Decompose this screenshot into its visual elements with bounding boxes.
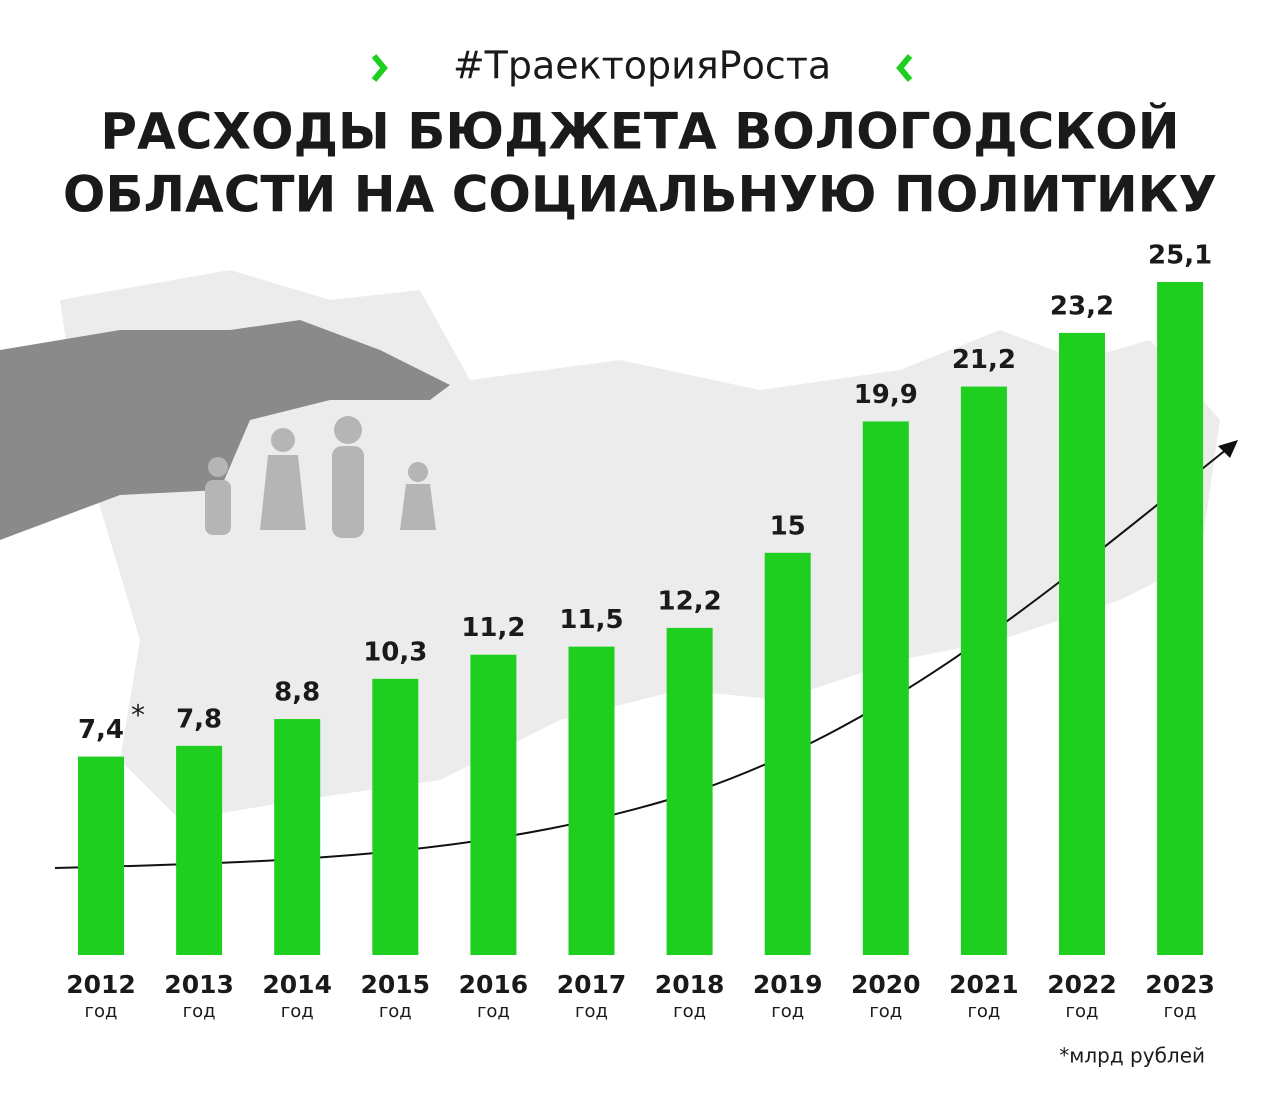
hashtag: #ТраекторияРоста (453, 44, 831, 88)
x-tick-label: 2013 (164, 970, 234, 999)
x-tick-sublabel: год (575, 1001, 608, 1022)
x-tick-sublabel: год (281, 1001, 314, 1022)
bar (372, 678, 419, 955)
x-tick-sublabel: год (673, 1001, 706, 1022)
x-tick-sublabel: год (967, 1001, 1000, 1022)
value-label: 12,2 (658, 586, 722, 616)
bar (666, 627, 713, 955)
value-label: 23,2 (1050, 291, 1114, 321)
chevron (896, 54, 913, 82)
x-tick-sublabel: год (477, 1001, 510, 1022)
bar (960, 386, 1007, 956)
bar (176, 745, 223, 955)
x-tick-sublabel: год (379, 1001, 412, 1022)
x-tick-sublabel: год (1164, 1001, 1197, 1022)
chart-title: ОБЛАСТИ НА СОЦИАЛЬНУЮ ПОЛИТИКУ (63, 166, 1217, 224)
bar (1059, 332, 1105, 955)
bar (862, 421, 909, 956)
value-label: 15 (770, 511, 806, 541)
region-map (60, 270, 1220, 820)
x-tick-sublabel: год (771, 1001, 804, 1022)
x-tick-label: 2020 (851, 970, 921, 999)
value-label: 11,5 (559, 605, 623, 635)
bar (1157, 282, 1204, 955)
value-label: 11,2 (461, 613, 525, 643)
x-tick-label: 2023 (1145, 970, 1215, 999)
bar (764, 552, 811, 955)
bar (568, 646, 615, 955)
x-tick-label: 2022 (1047, 970, 1117, 999)
bar (78, 756, 124, 955)
value-label: 25,1 (1148, 241, 1212, 271)
trend-arrowhead (1218, 440, 1238, 458)
x-tick-sublabel: год (85, 1001, 118, 1022)
x-tick-sublabel: год (183, 1001, 216, 1022)
hand-illustration (0, 320, 450, 540)
x-tick-label: 2014 (262, 970, 332, 999)
value-label: 21,2 (952, 345, 1016, 375)
chart-title: РАСХОДЫ БЮДЖЕТА ВОЛОГОДСКОЙ (100, 102, 1179, 161)
value-label: 10,3 (363, 637, 427, 667)
x-tick-sublabel: год (1066, 1001, 1099, 1022)
bar (470, 654, 517, 955)
family-illustration (205, 416, 436, 538)
chevron (371, 54, 388, 82)
bar (274, 719, 321, 955)
value-label: 7,8 (176, 704, 222, 734)
x-tick-label: 2017 (557, 970, 627, 999)
value-label: 19,9 (854, 380, 918, 410)
footnote-marker: * (131, 699, 145, 732)
x-tick-label: 2015 (361, 970, 431, 999)
x-tick-sublabel: год (869, 1001, 902, 1022)
value-label: 7,4 (78, 715, 124, 745)
x-tick-label: 2021 (949, 970, 1019, 999)
value-label: 8,8 (274, 678, 320, 708)
footnote: *млрд рублей (1059, 1044, 1205, 1068)
x-tick-label: 2012 (66, 970, 136, 999)
x-tick-label: 2018 (655, 970, 725, 999)
x-tick-label: 2016 (459, 970, 529, 999)
x-tick-label: 2019 (753, 970, 823, 999)
